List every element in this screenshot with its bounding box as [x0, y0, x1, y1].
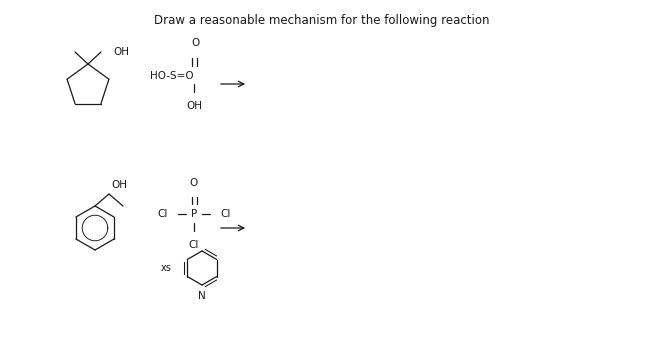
Text: HO-S=O: HO-S=O: [150, 71, 193, 81]
Text: xs: xs: [161, 263, 172, 273]
Text: Cl: Cl: [220, 209, 230, 219]
Text: Cl: Cl: [189, 240, 199, 250]
Text: O: O: [190, 178, 198, 188]
Text: OH: OH: [111, 180, 127, 190]
Text: OH: OH: [186, 101, 202, 111]
Text: P: P: [191, 209, 197, 219]
Text: Draw a reasonable mechanism for the following reaction: Draw a reasonable mechanism for the foll…: [154, 14, 490, 27]
Text: O: O: [191, 38, 199, 48]
Text: Cl: Cl: [157, 209, 168, 219]
Text: OH: OH: [113, 47, 129, 57]
Text: N: N: [198, 291, 206, 301]
